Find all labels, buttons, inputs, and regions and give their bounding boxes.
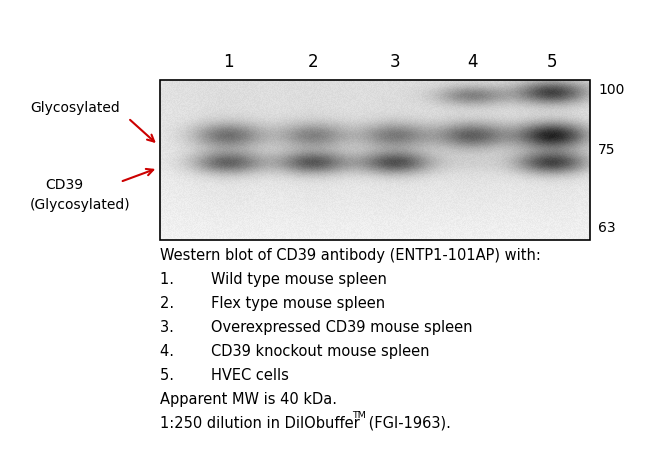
Bar — [160, 80, 590, 240]
Text: 1.        Wild type mouse spleen: 1. Wild type mouse spleen — [160, 272, 387, 287]
Text: CD39: CD39 — [45, 178, 83, 192]
Text: 2.        Flex type mouse spleen: 2. Flex type mouse spleen — [160, 296, 385, 311]
Text: TM: TM — [352, 411, 366, 420]
Text: 75: 75 — [598, 143, 616, 157]
Text: 5: 5 — [547, 53, 557, 71]
Text: 63: 63 — [598, 221, 616, 235]
Text: Western blot of CD39 antibody (ENTP1-101AP) with:: Western blot of CD39 antibody (ENTP1-101… — [160, 248, 541, 263]
Text: 100: 100 — [598, 83, 625, 97]
Text: 5.        HVEC cells: 5. HVEC cells — [160, 368, 289, 383]
Text: 3: 3 — [390, 53, 400, 71]
Text: Glycosylated: Glycosylated — [30, 101, 120, 115]
Text: 4: 4 — [467, 53, 477, 71]
Text: 1:250 dilution in DilObuffer: 1:250 dilution in DilObuffer — [160, 416, 359, 431]
Text: 2: 2 — [307, 53, 318, 71]
Text: Apparent MW is 40 kDa.: Apparent MW is 40 kDa. — [160, 392, 337, 407]
Text: 1: 1 — [223, 53, 233, 71]
Text: (FGI-1963).: (FGI-1963). — [364, 416, 451, 431]
Text: 3.        Overexpressed CD39 mouse spleen: 3. Overexpressed CD39 mouse spleen — [160, 320, 473, 335]
Text: (Glycosylated): (Glycosylated) — [30, 198, 131, 212]
Text: 4.        CD39 knockout mouse spleen: 4. CD39 knockout mouse spleen — [160, 344, 430, 359]
